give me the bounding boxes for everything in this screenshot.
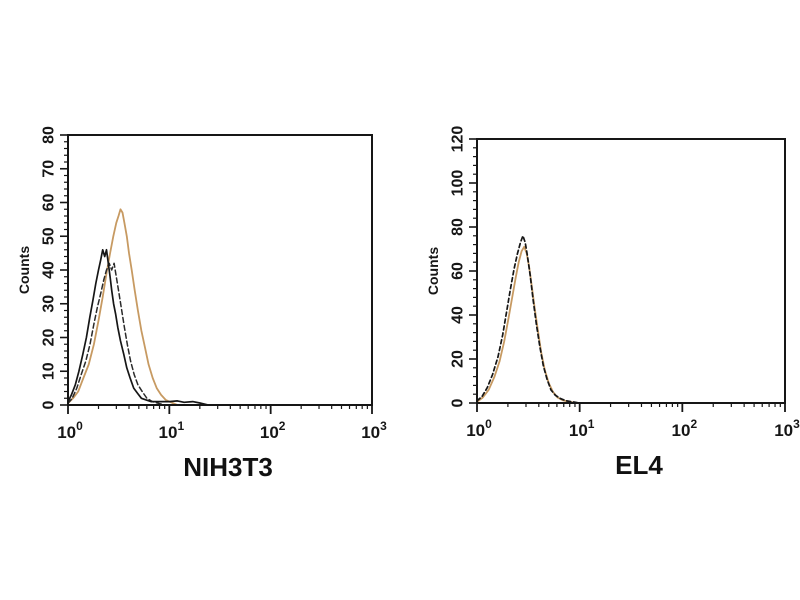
y-tick-label: 0 bbox=[450, 398, 467, 407]
y-tick-label: 0 bbox=[41, 400, 58, 409]
y-tick-label: 50 bbox=[41, 227, 58, 245]
y-tick-label: 40 bbox=[450, 306, 467, 324]
plot-border bbox=[476, 138, 786, 404]
x-tick-label: 100 bbox=[57, 419, 83, 442]
y-tick-label: 30 bbox=[41, 295, 58, 313]
y-tick-label: 80 bbox=[41, 126, 58, 144]
y-tick-label: 120 bbox=[450, 126, 467, 153]
y-tick-label: 20 bbox=[41, 329, 58, 347]
y-axis-title: Counts bbox=[425, 247, 441, 295]
x-tick-label: 102 bbox=[672, 417, 698, 440]
y-tick-label: 20 bbox=[450, 350, 467, 368]
y-tick-label: 100 bbox=[450, 170, 467, 197]
histogram-black-dashed-curve bbox=[67, 262, 166, 406]
x-tick-label: 103 bbox=[774, 417, 800, 440]
x-tick-label: 103 bbox=[361, 419, 387, 442]
sample-label-el4-panel: EL4 bbox=[615, 450, 663, 480]
x-tick-label: 101 bbox=[569, 417, 595, 440]
histogram-orange-curve bbox=[67, 208, 179, 406]
x-tick-label: 101 bbox=[159, 419, 185, 442]
y-tick-label: 80 bbox=[450, 218, 467, 236]
y-tick-label: 40 bbox=[41, 261, 58, 279]
x-tick-label: 102 bbox=[260, 419, 286, 442]
plot-border bbox=[67, 134, 373, 406]
y-axis-title: Counts bbox=[16, 246, 32, 294]
histogram-black-solid-curve bbox=[67, 248, 209, 406]
y-tick-label: 60 bbox=[41, 194, 58, 212]
y-tick-label: 60 bbox=[450, 262, 467, 280]
sample-label-nih3t3-panel: NIH3T3 bbox=[183, 452, 273, 482]
x-tick-label: 100 bbox=[466, 417, 492, 440]
y-tick-label: 70 bbox=[41, 160, 58, 178]
histogram-orange-curve bbox=[476, 245, 579, 404]
histogram-black-dashed-curve bbox=[476, 234, 581, 404]
y-tick-label: 10 bbox=[41, 362, 58, 380]
